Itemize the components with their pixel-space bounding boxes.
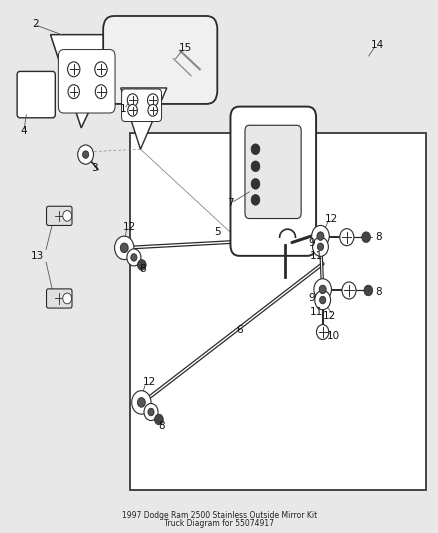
Text: 4: 4 bbox=[21, 126, 28, 135]
Text: 10: 10 bbox=[326, 331, 339, 341]
Circle shape bbox=[95, 62, 107, 77]
Circle shape bbox=[251, 161, 259, 172]
Text: 3: 3 bbox=[91, 163, 98, 173]
Text: 8: 8 bbox=[374, 232, 381, 242]
Circle shape bbox=[131, 391, 151, 414]
Circle shape bbox=[137, 398, 145, 407]
Text: 15: 15 bbox=[178, 43, 191, 53]
Text: 9: 9 bbox=[307, 238, 314, 247]
Circle shape bbox=[78, 145, 93, 164]
Text: 11: 11 bbox=[309, 307, 322, 317]
Text: 1997 Dodge Ram 2500 Stainless Outside Mirror Kit: 1997 Dodge Ram 2500 Stainless Outside Mi… bbox=[122, 511, 316, 520]
Circle shape bbox=[361, 232, 370, 243]
Circle shape bbox=[251, 179, 259, 189]
Circle shape bbox=[127, 94, 138, 107]
Text: Truck Diagram for 55074917: Truck Diagram for 55074917 bbox=[164, 519, 274, 528]
FancyBboxPatch shape bbox=[244, 125, 300, 219]
Circle shape bbox=[82, 151, 88, 158]
Text: 8: 8 bbox=[139, 264, 146, 274]
FancyBboxPatch shape bbox=[129, 133, 425, 490]
Text: 11: 11 bbox=[309, 251, 322, 261]
Circle shape bbox=[144, 403, 158, 421]
Text: 8: 8 bbox=[157, 422, 164, 431]
Text: 12: 12 bbox=[142, 377, 155, 387]
Text: 1: 1 bbox=[119, 104, 126, 114]
Circle shape bbox=[148, 408, 154, 416]
FancyBboxPatch shape bbox=[103, 16, 217, 104]
FancyBboxPatch shape bbox=[17, 71, 55, 118]
Text: 8: 8 bbox=[374, 287, 381, 296]
Circle shape bbox=[311, 225, 328, 247]
Circle shape bbox=[312, 237, 328, 256]
FancyBboxPatch shape bbox=[230, 107, 315, 256]
Circle shape bbox=[313, 279, 331, 300]
Circle shape bbox=[317, 243, 323, 251]
Circle shape bbox=[131, 254, 137, 261]
Circle shape bbox=[114, 236, 134, 260]
Circle shape bbox=[120, 243, 128, 253]
Circle shape bbox=[67, 62, 80, 77]
Circle shape bbox=[63, 211, 71, 221]
Text: 14: 14 bbox=[370, 41, 383, 50]
Polygon shape bbox=[50, 35, 125, 128]
Circle shape bbox=[251, 195, 259, 205]
FancyBboxPatch shape bbox=[46, 289, 72, 308]
Text: 12: 12 bbox=[324, 214, 337, 223]
Circle shape bbox=[341, 282, 355, 299]
Circle shape bbox=[68, 85, 79, 99]
Polygon shape bbox=[120, 88, 166, 149]
FancyBboxPatch shape bbox=[121, 89, 161, 122]
Circle shape bbox=[154, 414, 163, 425]
Circle shape bbox=[63, 293, 71, 304]
Text: 5: 5 bbox=[213, 227, 220, 237]
Text: 2: 2 bbox=[32, 19, 39, 29]
Circle shape bbox=[127, 104, 137, 116]
Text: 7: 7 bbox=[226, 198, 233, 207]
Text: 6: 6 bbox=[235, 326, 242, 335]
Text: 13: 13 bbox=[31, 251, 44, 261]
Text: 9: 9 bbox=[307, 294, 314, 303]
Circle shape bbox=[339, 229, 353, 246]
Circle shape bbox=[318, 285, 325, 294]
Circle shape bbox=[316, 232, 323, 240]
FancyBboxPatch shape bbox=[46, 206, 72, 225]
Circle shape bbox=[363, 285, 372, 296]
Circle shape bbox=[316, 325, 328, 340]
Circle shape bbox=[319, 296, 325, 304]
Circle shape bbox=[148, 104, 157, 116]
Circle shape bbox=[314, 290, 330, 310]
Circle shape bbox=[127, 249, 141, 266]
Text: 12: 12 bbox=[322, 311, 335, 320]
Circle shape bbox=[147, 94, 158, 107]
Text: 12: 12 bbox=[123, 222, 136, 231]
Circle shape bbox=[251, 144, 259, 155]
Circle shape bbox=[137, 260, 146, 270]
Circle shape bbox=[95, 85, 106, 99]
FancyBboxPatch shape bbox=[58, 50, 115, 113]
